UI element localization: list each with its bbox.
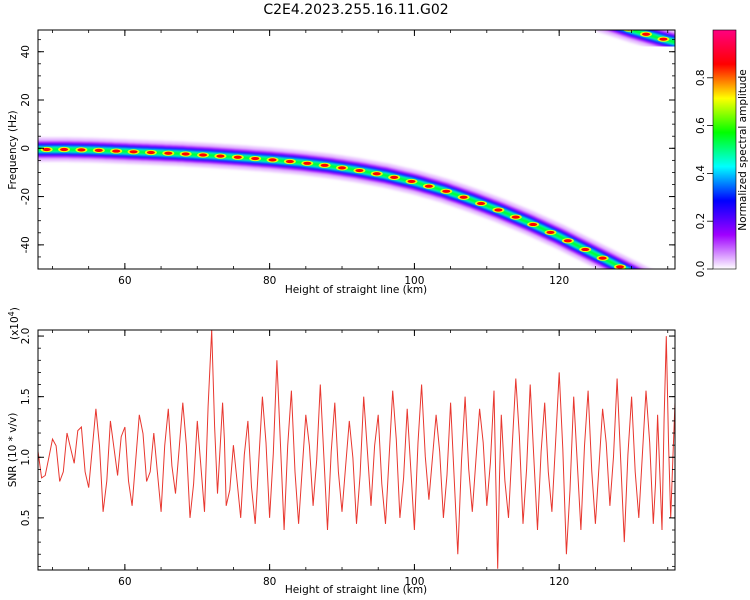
x-tick-label: 120 bbox=[549, 275, 569, 287]
ridge-peak-core bbox=[546, 230, 555, 235]
second-ridge-peak-core bbox=[607, 22, 615, 25]
snr-scale-exponent: 4 bbox=[7, 311, 16, 316]
y-tick-label: 20 bbox=[20, 93, 32, 106]
ridge-peak-core bbox=[60, 147, 69, 152]
ridge-peak-core bbox=[338, 166, 347, 170]
snr-scale-suffix: ) bbox=[9, 307, 21, 311]
x-tick-label: 60 bbox=[118, 275, 131, 287]
ridge-peak-core bbox=[129, 150, 138, 154]
ridge-peak-core bbox=[320, 163, 329, 167]
colorbar-tick-label: 0.8 bbox=[695, 69, 707, 86]
heatmap-axes: 60 80 100 120 -40 -20 0 20 40 bbox=[20, 30, 675, 287]
ridge-peak-core bbox=[477, 201, 486, 206]
ridge-peak-core bbox=[563, 239, 572, 243]
y-tick-label: -40 bbox=[20, 236, 32, 253]
colorbar-ticks: 0.0 0.2 0.4 0.6 0.8 bbox=[695, 69, 713, 277]
ridge-peak-core bbox=[181, 152, 190, 156]
ridge-peak-core bbox=[199, 153, 208, 157]
second-ridge-peak bbox=[605, 21, 617, 26]
y-tick-label: -20 bbox=[20, 188, 32, 205]
snr-scale-label: (x104) bbox=[7, 307, 21, 340]
snr-axes: 60 80 100 120 0.5 1.0 1.5 2.0 bbox=[20, 328, 675, 588]
ridge-peak-core bbox=[442, 189, 451, 193]
x-tick-label: 60 bbox=[118, 576, 131, 588]
ridge-peak-core bbox=[633, 274, 641, 277]
ridge-peak-core bbox=[216, 154, 225, 158]
ridge-peak-core bbox=[424, 184, 433, 188]
y-tick-label: 1.5 bbox=[20, 388, 32, 405]
snr-ylabel: SNR (10 * v/v) bbox=[7, 413, 19, 488]
ridge-peak-core bbox=[146, 150, 155, 155]
ridge-peak-core bbox=[94, 148, 103, 152]
snr-plot-area bbox=[38, 330, 675, 570]
ridge-peak bbox=[649, 282, 661, 287]
ridge-peak bbox=[631, 273, 643, 278]
ridge-band bbox=[38, 147, 629, 269]
colorbar: 0.0 0.2 0.4 0.6 0.8 Normalized spectral ampl… bbox=[695, 29, 749, 277]
colorbar-label: Normalized spectral amplitude bbox=[737, 69, 749, 230]
second-ridge-peak-core bbox=[642, 32, 651, 36]
colorbar-tick-label: 0.4 bbox=[695, 165, 707, 182]
ridge-peak-core bbox=[77, 148, 86, 152]
colorbar-gradient bbox=[713, 30, 736, 269]
heatmap-xlabel: Height of straight line (km) bbox=[285, 284, 427, 296]
ridge-peak-core bbox=[372, 172, 381, 176]
second-ridge-peak-core bbox=[659, 37, 668, 41]
ridge-peak-core bbox=[164, 151, 173, 155]
ridge-peak-core bbox=[407, 179, 416, 184]
ridge-peak-core bbox=[459, 195, 468, 199]
x-tick-label: 120 bbox=[549, 576, 569, 588]
ridge-peak-core bbox=[42, 147, 51, 152]
y-tick-label: 0 bbox=[20, 145, 32, 152]
colorbar-tick-label: 0.0 bbox=[695, 261, 707, 278]
ridge-peak-core bbox=[355, 168, 364, 173]
ridge-peak-core bbox=[285, 159, 294, 164]
colorbar-tick-label: 0.6 bbox=[695, 117, 707, 134]
snr-panel: 60 80 100 120 0.5 1.0 1.5 2.0 Height of straigh… bbox=[7, 307, 676, 596]
x-tick-label: 100 bbox=[404, 275, 424, 287]
ridge-peak-core bbox=[615, 265, 624, 269]
second-ridge-peak bbox=[623, 30, 635, 32]
ridge-peak-core bbox=[233, 155, 242, 159]
x-tick-label: 80 bbox=[263, 275, 276, 287]
y-tick-label: 1.0 bbox=[20, 449, 32, 466]
ridge-peak-core bbox=[529, 222, 538, 227]
x-tick-label: 100 bbox=[404, 576, 424, 588]
y-tick-label: 40 bbox=[20, 45, 32, 58]
y-tick-label: 0.5 bbox=[20, 510, 32, 527]
heatmap-frame bbox=[37, 29, 676, 270]
ridge-peak-core bbox=[581, 247, 590, 252]
ridge-peak-core bbox=[303, 161, 312, 165]
heatmap-ylabel: Frequency (Hz) bbox=[7, 110, 19, 189]
ridge-peak-core bbox=[390, 175, 399, 179]
heatmap-panel: 60 80 100 120 -40 -20 0 20 40 Height of straight… bbox=[7, 21, 676, 296]
snr-frame bbox=[37, 329, 676, 571]
ridge-peak-core bbox=[268, 158, 277, 162]
figure-title: C2E4.2023.255.16.11.G02 bbox=[263, 2, 448, 18]
y-tick-label: 2.0 bbox=[20, 328, 32, 345]
ridge-peak-core bbox=[598, 256, 607, 260]
snr-series-line bbox=[38, 330, 675, 569]
colorbar-frame bbox=[712, 29, 737, 270]
ridge-peak-core bbox=[511, 215, 520, 219]
ridge-peak-core bbox=[494, 208, 503, 212]
snr-xlabel: Height of straight line (km) bbox=[285, 584, 427, 596]
heatmap-ridge bbox=[38, 21, 675, 287]
colorbar-tick-label: 0.2 bbox=[695, 213, 707, 230]
ridge-peak-core bbox=[251, 156, 260, 161]
x-tick-label: 80 bbox=[263, 576, 276, 588]
ridge-peak-core bbox=[112, 149, 121, 153]
ridge-peak-core bbox=[651, 283, 659, 286]
